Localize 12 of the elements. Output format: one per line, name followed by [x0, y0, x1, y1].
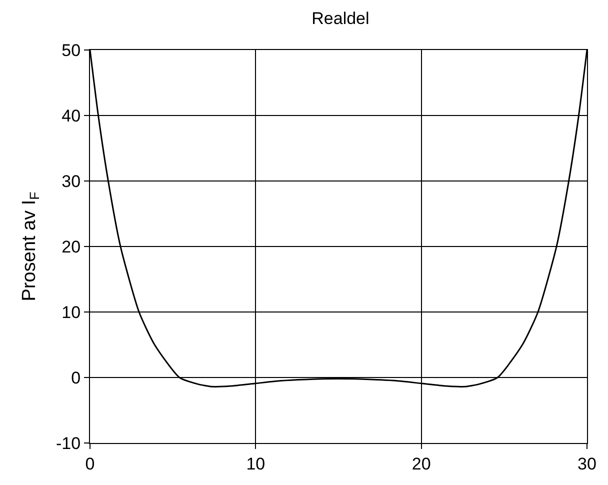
y-tick-label: 40 — [62, 106, 81, 126]
y-tick-label: 20 — [62, 237, 81, 256]
y-tick-label: 0 — [71, 368, 81, 388]
chart-title: Realdel — [312, 9, 370, 28]
x-tick-label: 30 — [578, 454, 596, 474]
x-tick-label: 0 — [85, 454, 95, 474]
y-tick-label: 30 — [62, 172, 81, 191]
y-tick-label: -10 — [56, 434, 81, 453]
y-tick-label: 10 — [62, 302, 81, 322]
y-tick-label: 50 — [62, 40, 81, 60]
x-tick-label: 10 — [246, 454, 266, 474]
x-tick-label: 20 — [412, 454, 431, 474]
